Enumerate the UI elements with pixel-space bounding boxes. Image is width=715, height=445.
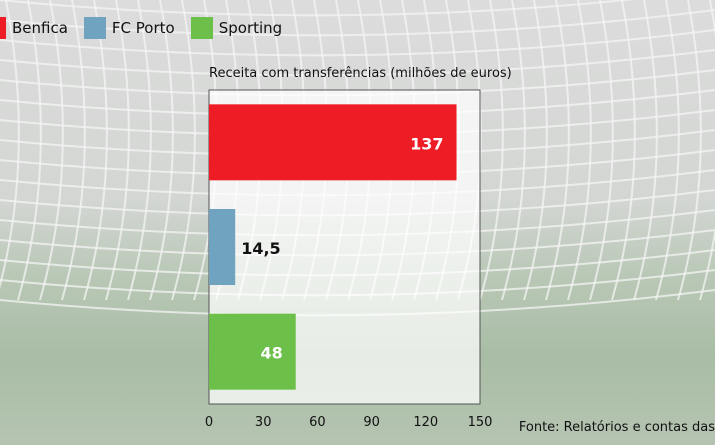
- legend-swatch-sporting: [190, 17, 213, 39]
- bar-sporting: [209, 313, 296, 390]
- legend-item-sporting: Sporting: [190, 17, 283, 39]
- x-tick-label-150: 150: [468, 415, 493, 430]
- legend-swatch-benfica: [0, 17, 6, 39]
- legend-label-fc-porto: FC Porto: [111, 19, 175, 37]
- x-tick-label-120: 120: [413, 415, 438, 430]
- x-tick-label-0: 0: [205, 415, 213, 430]
- chart-title: Receita com transferências (milhões de e…: [209, 66, 512, 81]
- x-tick-label-90: 90: [363, 415, 380, 430]
- bar-label-sporting: 48: [260, 344, 282, 363]
- bar-benfica: [209, 104, 457, 181]
- legend-swatch-fc-porto: [83, 17, 106, 39]
- bar-label-benfica: 137: [410, 134, 443, 153]
- legend-label-benfica: Benfica: [12, 19, 68, 37]
- bar-fc-porto: [209, 209, 236, 285]
- legend: Benfica FC Porto Sporting: [0, 14, 298, 42]
- legend-item-fc-porto: FC Porto: [83, 17, 175, 39]
- source-note: Fonte: Relatórios e contas das: [518, 420, 715, 435]
- x-tick-label-30: 30: [255, 415, 272, 430]
- legend-item-benfica: Benfica: [0, 17, 68, 39]
- legend-label-sporting: Sporting: [218, 19, 283, 37]
- bar-label-fc-porto: 14,5: [241, 239, 280, 258]
- x-tick-label-60: 60: [309, 415, 326, 430]
